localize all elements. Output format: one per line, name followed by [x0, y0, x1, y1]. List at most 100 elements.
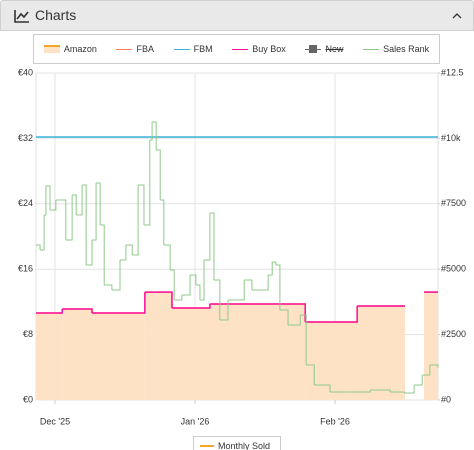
- line-segment: [36, 309, 63, 314]
- line-segment: [429, 364, 439, 369]
- y-tick-label: €32: [18, 133, 33, 143]
- legend-item[interactable]: FBA: [116, 44, 154, 54]
- y-tick-label: €40: [18, 67, 33, 77]
- line-segment: [213, 279, 221, 321]
- legend-swatch: [305, 44, 322, 53]
- line-segment: [82, 184, 87, 265]
- line-segment: [156, 149, 161, 201]
- line-segment: [76, 184, 83, 216]
- line-segment: [149, 121, 153, 141]
- legend-marker: [309, 44, 318, 53]
- line-segment: [100, 224, 105, 286]
- area-segment: [171, 308, 210, 400]
- line-segment: [306, 364, 315, 386]
- y2-tick-label: #12.5: [441, 67, 464, 77]
- area-segment: [423, 292, 438, 400]
- legend-label: Monthly Sold: [218, 441, 271, 450]
- legend: Amazon FBA FBM Buy Box New Sales Rank: [33, 34, 440, 64]
- legend-swatch: [173, 48, 190, 50]
- area-segment: [144, 292, 172, 400]
- x-tick-label: Feb '26: [320, 416, 350, 426]
- line-segment: [40, 214, 45, 251]
- line-segment: [143, 139, 151, 226]
- area-segment: [36, 313, 63, 400]
- line-segment: [275, 264, 281, 311]
- line-segment: [50, 200, 57, 211]
- line-segment: [152, 121, 157, 150]
- line-segment: [209, 212, 215, 281]
- x-tick-label: Jan '26: [181, 416, 210, 426]
- line-segment: [92, 292, 146, 314]
- area-segment: [209, 304, 306, 400]
- line-segment: [72, 194, 77, 215]
- legend-swatch: [116, 48, 133, 50]
- legend-label: FBM: [193, 44, 213, 54]
- panel-title: Charts: [35, 7, 77, 23]
- line-segment: [36, 244, 41, 250]
- line-segment: [422, 364, 431, 376]
- legend-item[interactable]: Sales Rank: [363, 44, 429, 54]
- line-segment: [314, 384, 331, 392]
- line-segment: [279, 309, 289, 325]
- line-segment: [209, 303, 306, 323]
- collapse-caret[interactable]: [452, 12, 462, 20]
- line-segment: [305, 305, 358, 323]
- legend-label: Amazon: [63, 44, 97, 54]
- line-segment: [268, 262, 273, 276]
- line-segment: [300, 314, 307, 365]
- legend-swatch: [43, 45, 60, 53]
- line-segment: [111, 259, 121, 291]
- line-segment: [125, 244, 133, 255]
- line-segment: [195, 284, 201, 300]
- line-segment: [62, 308, 93, 314]
- panel-header[interactable]: Charts: [0, 0, 474, 31]
- line-segment: [190, 274, 197, 286]
- line-segment: [132, 184, 139, 256]
- line-segment: [65, 195, 73, 241]
- y-tick-label: €0: [23, 394, 33, 404]
- line-segment: [171, 304, 211, 309]
- line-segment: [404, 385, 415, 394]
- line-segment: [92, 183, 97, 241]
- y2-tick-label: #7500: [441, 198, 466, 208]
- y2-tick-label: #5000: [441, 264, 466, 274]
- line-segment: [199, 259, 205, 301]
- y2-tick-label: #0: [441, 394, 451, 404]
- line-segment: [62, 308, 93, 314]
- legend-label: Buy Box: [252, 44, 286, 54]
- legend-item[interactable]: FBM: [173, 44, 213, 54]
- line-segment: [86, 240, 93, 266]
- line-segment: [171, 304, 211, 309]
- legend-item[interactable]: Amazon: [43, 44, 97, 54]
- line-segment: [44, 186, 47, 216]
- line-segment: [349, 390, 371, 393]
- area-segment: [305, 322, 358, 400]
- line-segment: [288, 315, 301, 326]
- area-segment: [62, 309, 93, 400]
- line-segment: [170, 269, 175, 300]
- y2-tick-label: #10k: [441, 133, 461, 143]
- legend-item[interactable]: Buy Box: [232, 44, 286, 54]
- legend-swatch: [232, 48, 249, 50]
- line-segment: [181, 275, 191, 296]
- line-segment: [305, 305, 358, 323]
- area-segment: [357, 305, 406, 400]
- line-segment: [272, 261, 277, 265]
- legend-label: Sales Rank: [383, 44, 430, 54]
- legend-label: FBA: [136, 44, 154, 54]
- line-segment: [36, 309, 63, 314]
- line-segment: [390, 391, 405, 393]
- second-legend: Monthly Sold: [193, 436, 281, 450]
- legend-item[interactable]: New: [305, 44, 343, 54]
- line-segment: [219, 299, 229, 321]
- x-tick-label: Dec '25: [40, 416, 70, 426]
- line-segment: [92, 292, 146, 314]
- line-segment: [120, 245, 127, 261]
- plot-frame: [35, 72, 439, 401]
- y-tick-label: €24: [18, 198, 33, 208]
- line-segment: [370, 389, 391, 392]
- area-segment: [92, 313, 145, 400]
- line-segment: [163, 244, 171, 271]
